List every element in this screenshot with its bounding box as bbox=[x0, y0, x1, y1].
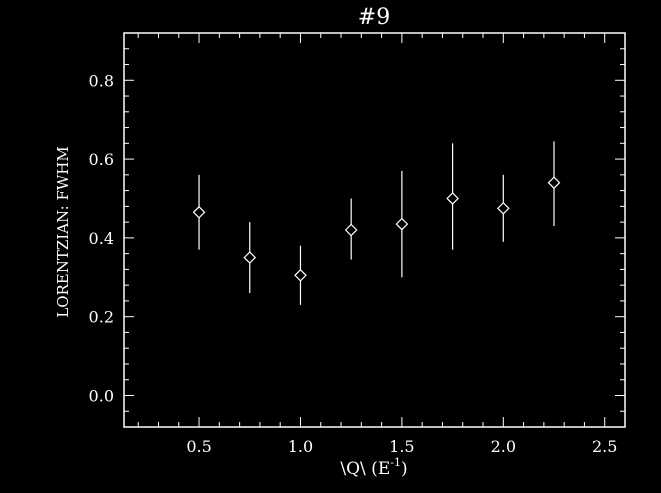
data-point-diamond bbox=[243, 251, 257, 264]
data-point-diamond bbox=[294, 268, 307, 282]
tick-labels: 0.5 1.0 1.5 2.0 2.5 0.0 0.2 0.4 0.6 0.8 bbox=[89, 71, 618, 456]
axis-ticks bbox=[124, 32, 626, 428]
data-point-diamond bbox=[446, 192, 459, 205]
data-point-diamond bbox=[547, 176, 561, 190]
x-tick-label: 1.5 bbox=[389, 437, 414, 456]
x-tick-label: 2.5 bbox=[592, 437, 617, 456]
y-tick-label: 0.6 bbox=[89, 150, 114, 169]
y-tick-label: 0.4 bbox=[89, 229, 114, 248]
y-tick-label: 0.2 bbox=[89, 308, 114, 327]
x-axis-label-main: \Q\ (E bbox=[340, 459, 390, 479]
x-tick-label: 1.0 bbox=[288, 437, 313, 456]
x-axis-label: \Q\ (E-1) bbox=[340, 456, 407, 479]
data-point-diamond bbox=[496, 201, 510, 215]
x-tick-label: 0.5 bbox=[186, 437, 211, 456]
data-marks bbox=[192, 141, 561, 305]
x-axis-label-superscript: -1 bbox=[390, 456, 401, 469]
data-point-diamond bbox=[344, 223, 358, 237]
plot-frame bbox=[123, 32, 626, 428]
y-axis-label: LORENTZIAN: FWHM bbox=[54, 146, 72, 318]
data-point-diamond bbox=[395, 217, 409, 231]
chart-title: #9 bbox=[358, 5, 390, 30]
x-axis-label-suffix: ) bbox=[401, 459, 408, 479]
y-tick-label: 0.0 bbox=[89, 386, 114, 405]
x-tick-label: 2.0 bbox=[491, 437, 516, 456]
y-tick-label: 0.8 bbox=[89, 71, 114, 90]
data-point-diamond bbox=[192, 205, 206, 219]
